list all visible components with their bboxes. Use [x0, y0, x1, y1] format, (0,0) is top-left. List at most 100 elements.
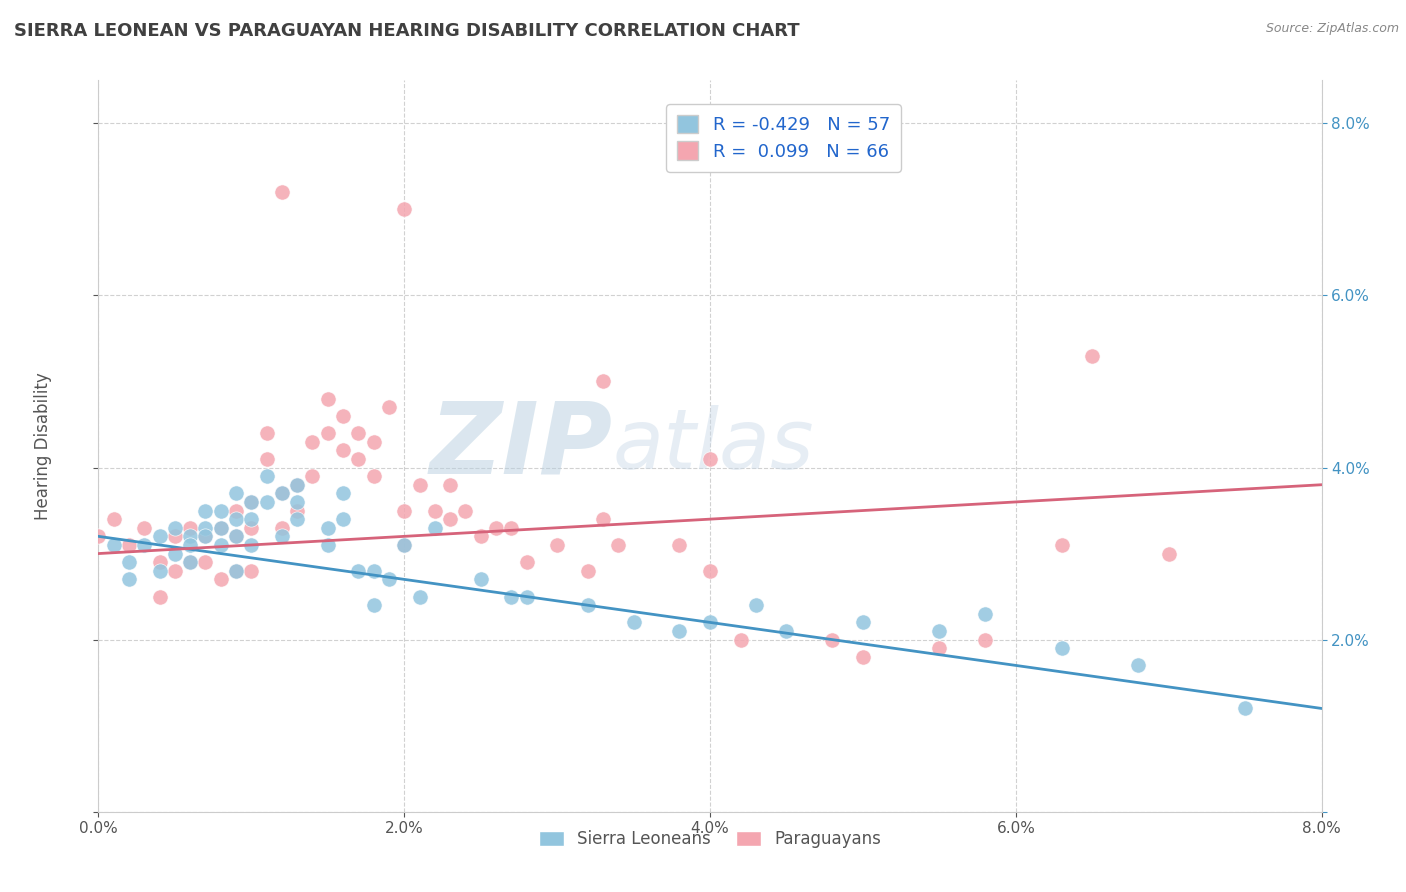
- Point: [516, 590, 538, 604]
- Point: [163, 529, 186, 543]
- Point: [301, 469, 323, 483]
- Point: [285, 503, 308, 517]
- Point: [592, 512, 614, 526]
- Point: [240, 538, 263, 552]
- Point: [363, 434, 385, 449]
- Point: [576, 564, 599, 578]
- Point: [392, 503, 416, 517]
- Point: [699, 615, 721, 630]
- Point: [607, 538, 630, 552]
- Point: [668, 538, 690, 552]
- Point: [775, 624, 797, 638]
- Point: [1157, 547, 1180, 561]
- Point: [256, 426, 278, 441]
- Point: [363, 564, 385, 578]
- Point: [347, 426, 370, 441]
- Point: [209, 521, 232, 535]
- Point: [1081, 349, 1104, 363]
- Point: [668, 624, 690, 638]
- Point: [149, 555, 172, 569]
- Point: [699, 564, 721, 578]
- Point: [408, 590, 430, 604]
- Point: [852, 649, 875, 664]
- Point: [209, 521, 232, 535]
- Point: [163, 521, 186, 535]
- Point: [332, 512, 354, 526]
- Point: [118, 538, 141, 552]
- Point: [332, 409, 354, 423]
- Point: [821, 632, 844, 647]
- Point: [392, 202, 416, 217]
- Point: [118, 573, 141, 587]
- Point: [592, 375, 614, 389]
- Point: [225, 503, 247, 517]
- Point: [270, 486, 294, 500]
- Point: [516, 555, 538, 569]
- Point: [501, 590, 523, 604]
- Point: [225, 512, 247, 526]
- Point: [240, 521, 263, 535]
- Point: [316, 538, 339, 552]
- Point: [408, 477, 430, 491]
- Point: [256, 495, 278, 509]
- Point: [225, 564, 247, 578]
- Point: [332, 443, 354, 458]
- Text: atlas: atlas: [612, 406, 814, 486]
- Point: [179, 529, 201, 543]
- Point: [103, 512, 125, 526]
- Point: [270, 486, 294, 500]
- Point: [623, 615, 645, 630]
- Point: [179, 538, 201, 552]
- Point: [270, 521, 294, 535]
- Point: [149, 590, 172, 604]
- Point: [179, 555, 201, 569]
- Point: [194, 555, 217, 569]
- Point: [240, 495, 263, 509]
- Text: ZIP: ZIP: [429, 398, 612, 494]
- Point: [225, 486, 247, 500]
- Point: [194, 529, 217, 543]
- Point: [209, 538, 232, 552]
- Point: [454, 503, 477, 517]
- Point: [576, 598, 599, 612]
- Point: [240, 512, 263, 526]
- Point: [270, 185, 294, 199]
- Point: [316, 521, 339, 535]
- Point: [392, 538, 416, 552]
- Point: [225, 564, 247, 578]
- Point: [347, 451, 370, 466]
- Point: [378, 401, 401, 415]
- Point: [194, 529, 217, 543]
- Point: [301, 434, 323, 449]
- Point: [194, 503, 217, 517]
- Point: [285, 477, 308, 491]
- Point: [316, 392, 339, 406]
- Point: [1050, 538, 1073, 552]
- Point: [179, 555, 201, 569]
- Point: [149, 529, 172, 543]
- Point: [745, 598, 768, 612]
- Point: [363, 469, 385, 483]
- Point: [285, 477, 308, 491]
- Point: [285, 495, 308, 509]
- Point: [225, 529, 247, 543]
- Point: [1128, 658, 1150, 673]
- Text: Hearing Disability: Hearing Disability: [34, 372, 52, 520]
- Point: [316, 426, 339, 441]
- Point: [225, 529, 247, 543]
- Point: [485, 521, 508, 535]
- Text: Source: ZipAtlas.com: Source: ZipAtlas.com: [1265, 22, 1399, 36]
- Point: [163, 564, 186, 578]
- Point: [439, 477, 461, 491]
- Point: [423, 521, 446, 535]
- Point: [149, 564, 172, 578]
- Point: [270, 529, 294, 543]
- Point: [332, 486, 354, 500]
- Point: [103, 538, 125, 552]
- Point: [423, 503, 446, 517]
- Point: [439, 512, 461, 526]
- Point: [974, 607, 997, 621]
- Point: [928, 641, 950, 656]
- Point: [163, 547, 186, 561]
- Point: [285, 512, 308, 526]
